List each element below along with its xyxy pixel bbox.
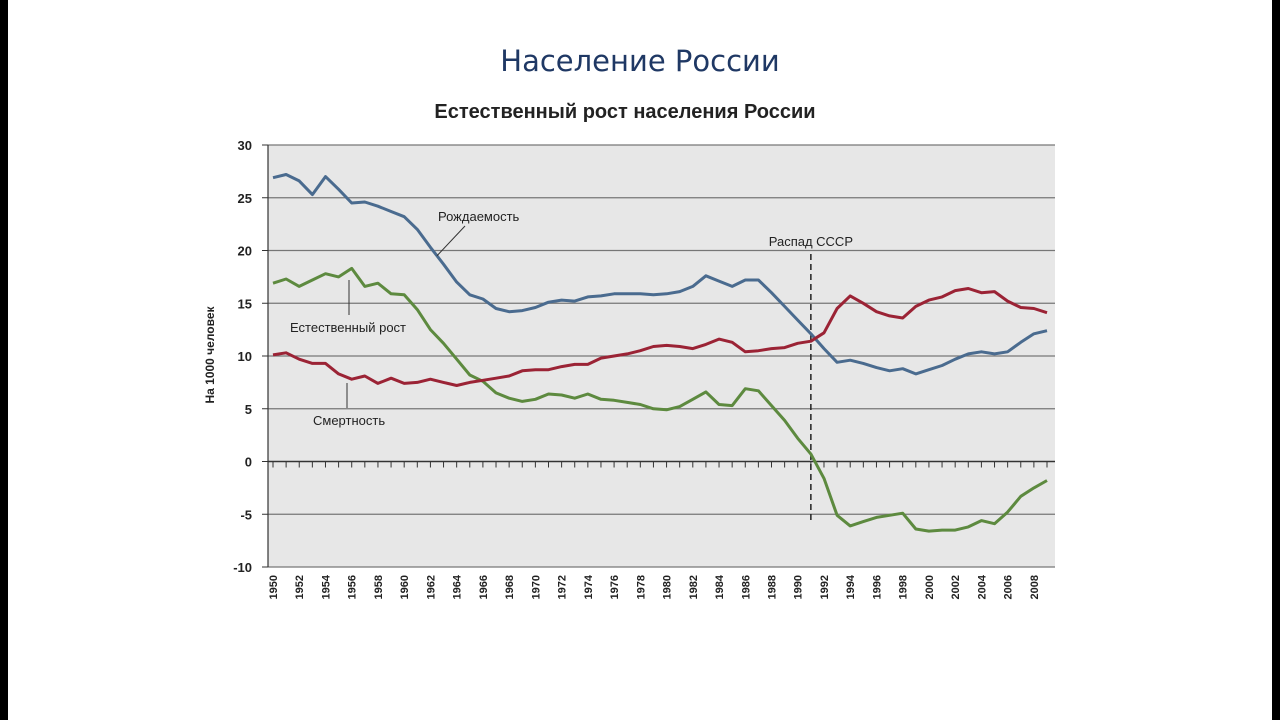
axes [262, 144, 1055, 568]
x-tick-label: 1978 [635, 575, 647, 599]
x-tick-label: 1996 [871, 575, 883, 599]
x-tick-label: 1954 [320, 574, 332, 599]
x-tick-label: 1986 [740, 575, 752, 599]
series-line [272, 287, 1048, 387]
x-tick-label: 1960 [399, 575, 411, 599]
x-tick-label: 1956 [347, 575, 359, 599]
annotation-leader [436, 225, 466, 257]
x-tick-label: 1958 [373, 575, 385, 599]
x-tick-label: 1964 [452, 574, 464, 599]
annotations: Рождаемость Естественный рост Смертность [290, 209, 520, 428]
x-tick-label: 2004 [976, 574, 988, 599]
event-marker: Распад СССР [769, 234, 853, 520]
x-tick-label: 1994 [845, 574, 857, 599]
x-tick-label: 1970 [530, 575, 542, 599]
x-tick-label: 2000 [924, 575, 936, 599]
y-tick-label: 15 [238, 296, 252, 311]
x-tick-label: 1990 [793, 575, 805, 599]
y-tick-labels: 30 25 20 15 10 5 0 -5 -10 [233, 138, 252, 575]
x-tick-label: 1982 [688, 575, 700, 599]
x-tick-label: 2002 [950, 575, 962, 599]
annotation-label: Смертность [313, 413, 385, 428]
y-tick-label: -5 [240, 507, 252, 522]
x-tick-label: 1976 [609, 575, 621, 599]
y-tick-label: 5 [245, 402, 252, 417]
annotation-label: Рождаемость [438, 209, 520, 224]
x-tick-label: 1950 [268, 575, 280, 599]
x-tick-label: 1966 [478, 575, 490, 599]
x-tick-label: 1968 [504, 575, 516, 599]
x-tick-label: 2008 [1029, 575, 1041, 599]
x-tick-label: 1988 [767, 575, 779, 599]
annotation-label: Естественный рост [290, 320, 406, 335]
x-tick-labels: 1950 1952 1954 1956 1958 1960 1962 1964 1966 1968… [268, 574, 1041, 599]
chart-title: Естественный рост населения России [434, 101, 815, 123]
x-tick-label: 1952 [294, 575, 306, 599]
x-tick-label: 1984 [714, 574, 726, 599]
x-tick-label: 1974 [583, 574, 595, 599]
x-tick-label: 1962 [425, 575, 437, 599]
y-tick-label: -10 [233, 560, 252, 575]
y-tick-label: 10 [238, 349, 252, 364]
series-line [272, 266, 1048, 533]
y-tick-label: 0 [245, 455, 252, 470]
x-tick-label: 1972 [557, 575, 569, 599]
x-tick-label: 2006 [1003, 575, 1015, 599]
y-tick-label: 20 [238, 244, 252, 259]
y-tick-label: 25 [238, 191, 252, 206]
x-tick-label: 1992 [819, 575, 831, 599]
series-lines [272, 173, 1048, 533]
y-tick-label: 30 [238, 138, 252, 153]
slide-title: Население России [500, 44, 780, 78]
x-tick-label: 1998 [898, 575, 910, 599]
y-axis-label: На 1000 человек [203, 305, 217, 403]
x-tick-label: 1980 [662, 575, 674, 599]
series-line [272, 173, 1048, 376]
event-label: Распад СССР [769, 234, 853, 249]
